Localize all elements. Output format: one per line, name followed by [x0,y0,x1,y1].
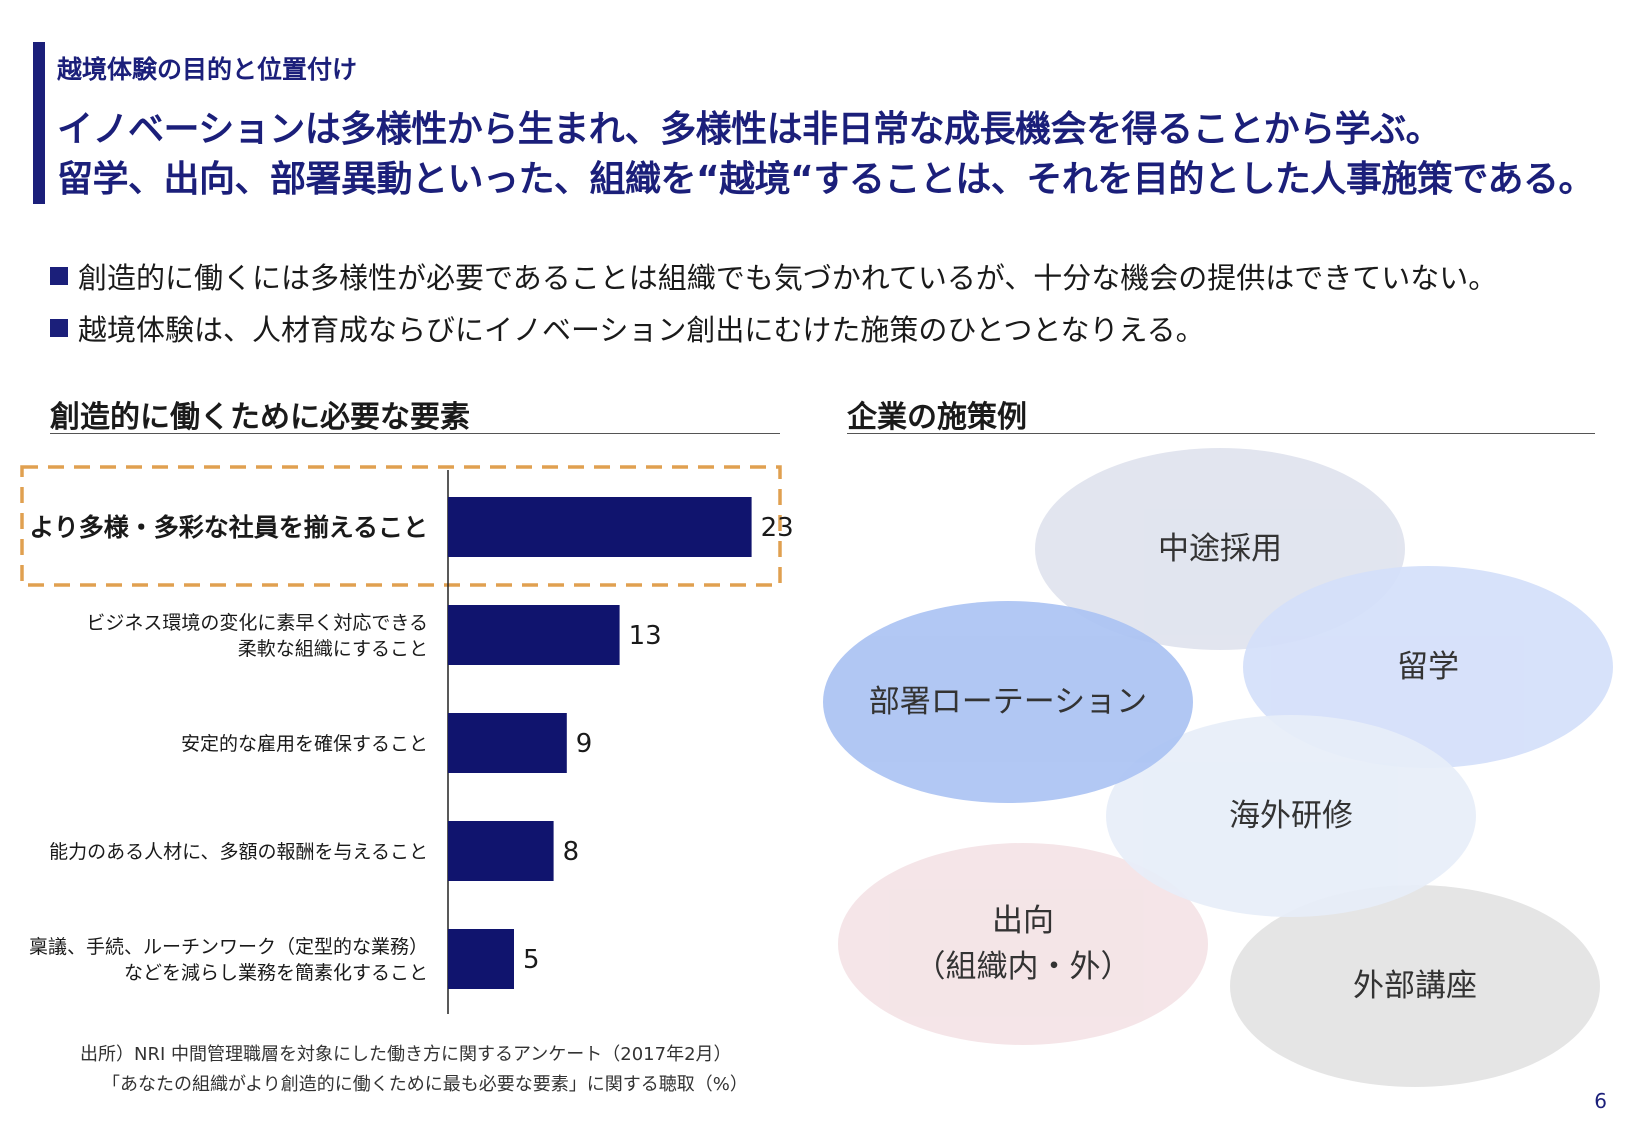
highlight-box [20,465,782,587]
bubble-label: 外部講座 [1353,967,1477,1004]
bullet-1: 創造的に働くには多様性が必要であることは組織でも気づかれているが、十分な機会の提… [50,255,1497,297]
source-line-1: 出所）NRI 中間管理職層を対象にした働き方に関するアンケート（2017年2月） [80,1044,732,1065]
chart-section-title: 創造的に働くために必要な要素 [50,400,470,435]
category-label-1: より多様・多彩な社員を揃えること [29,513,428,542]
measures-section-title: 企業の施策例 [847,400,1027,435]
category-label-4: 能力のある人材に、多額の報酬を与えること [49,841,428,863]
bubble-job-rotation: 部署ローテーション [823,601,1193,803]
chart-section-rule [50,433,780,434]
bubble-label: 留学 [1397,648,1459,685]
bar-1 [448,497,752,557]
bar-3 [448,713,567,773]
category-label-5-line-1: 稟議、手続、ルーチンワーク（定型的な業務） [29,936,428,958]
bullet-2: 越境体験は、人材育成ならびにイノベーション創出にむけた施策のひとつとなりえる。 [50,307,1205,349]
bubble-label: 部署ローテーション [868,683,1148,720]
category-label-5-line-2: などを減らし業務を簡素化すること [124,962,428,984]
bubble-label: 出向 （組織内・外） [914,902,1132,986]
bullet-square-icon [50,319,68,337]
category-label-3: 安定的な雇用を確保すること [181,733,428,755]
bar-5 [448,929,514,989]
category-label-2-line-2: 柔軟な組織にすること [238,638,428,660]
category-label-2-line-1: ビジネス環境の変化に素早く対応できる [86,612,428,634]
headline-line-1: イノベーションは多様性から生まれ、多様性は非日常な成長機会を得ることから学ぶ。 [57,109,1442,150]
value-label-4: 8 [563,837,580,867]
value-label-1: 23 [761,513,794,543]
value-label-5: 5 [523,945,540,975]
bubble-label: 中途採用 [1158,530,1282,567]
bar-4 [448,821,554,881]
measures-section-rule [847,433,1595,434]
source-line-2: 「あなたの組織がより創造的に働くために最も必要な要素」に関する聴取（%） [102,1074,748,1095]
bubble-external-courses: 外部講座 [1230,885,1600,1087]
bullet-2-text: 越境体験は、人材育成ならびにイノベーション創出にむけた施策のひとつとなりえる。 [78,313,1205,347]
bullet-1-text: 創造的に働くには多様性が必要であることは組織でも気づかれているが、十分な機会の提… [78,261,1498,295]
headline-line-2: 留学、出向、部署異動といった、組織を“越境“することは、それを目的とした人事施策… [57,159,1594,200]
value-label-3: 9 [576,729,593,759]
bullet-square-icon [50,267,68,285]
header-accent-bar [33,42,45,204]
bar-2 [448,605,620,665]
page-kicker: 越境体験の目的と位置付け [57,55,358,84]
bar-chart: 23 より多様・多彩な社員を揃えること 13 ビジネス環境の変化に素早く対応できる柔軟… [20,465,794,1014]
value-label-2: 13 [629,621,662,651]
bubble-label: 海外研修 [1229,797,1353,834]
page-number: 6 [1594,1089,1607,1113]
